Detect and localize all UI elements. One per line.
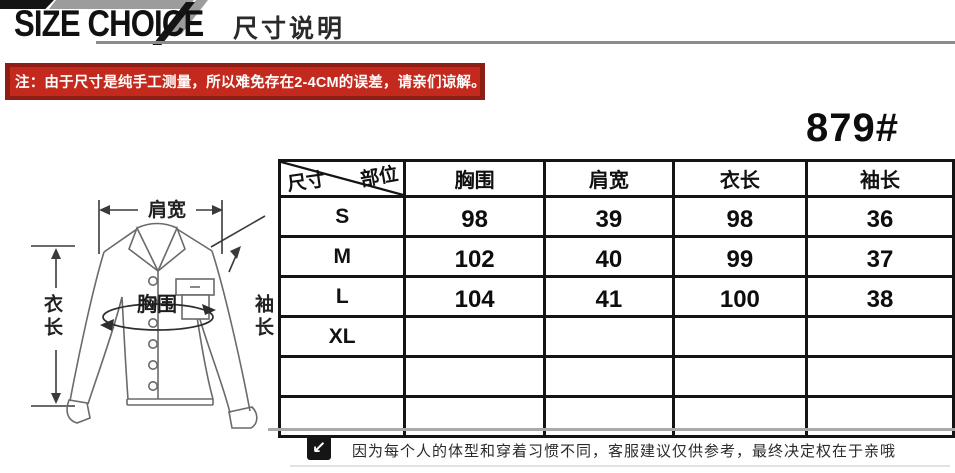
table-bottom-divider [268, 428, 955, 431]
col-header-length: 衣长 [671, 159, 808, 198]
value-cell: 40 [542, 235, 675, 278]
size-cell: XL [277, 315, 407, 358]
page-title-cn: 尺寸说明 [233, 15, 346, 43]
value-cell: 100 [671, 275, 808, 318]
measurement-notice-banner: 注：由于尺寸是纯手工测量，所以难免存在2-4CM的误差，请亲们谅解。 [5, 63, 486, 100]
col-header-shoulder: 肩宽 [542, 159, 675, 198]
jacket-measure-diagram: 肩宽 胸围 衣长 袖长 [25, 148, 287, 438]
value-cell [403, 355, 546, 398]
value-cell: 99 [671, 235, 808, 278]
jacket-outline [66, 222, 258, 429]
corner-label-size: 尺寸 [286, 169, 327, 196]
value-cell [804, 355, 955, 398]
table-row: L 104 41 100 38 [277, 275, 955, 318]
shoulder-width-label: 肩宽 [148, 198, 186, 221]
value-cell [542, 355, 675, 398]
col-header-bust: 胸围 [403, 159, 546, 198]
footer-divider [290, 465, 950, 467]
jacket-illustration: 肩宽 胸围 [31, 198, 266, 429]
corner-diagonal-line [281, 162, 404, 195]
footer-note-text: 因为每个人的体型和穿着习惯不同，客服建议仅供参考，最终决定权在于亲哦 [352, 443, 897, 460]
size-cell [277, 355, 407, 398]
garment-length-label: 衣长 [41, 294, 62, 340]
table-row: M 102 40 99 37 [277, 235, 955, 278]
size-table: 部位 尺寸 胸围 肩宽 衣长 袖长 S 98 39 98 36 M 102 40… [277, 159, 955, 438]
value-cell [542, 315, 675, 358]
measurement-notice-inner: 注：由于尺寸是纯手工测量，所以难免存在2-4CM的误差，请亲们谅解。 [10, 67, 486, 96]
bust-label: 胸围 [137, 292, 177, 316]
col-header-sleeve: 袖长 [804, 159, 955, 198]
table-row: S 98 39 98 36 [277, 195, 955, 238]
size-cell: M [277, 235, 407, 278]
value-cell: 38 [804, 275, 955, 318]
arrow-southwest-icon: ↙ [307, 436, 331, 460]
bust-measure-ellipse [100, 303, 216, 331]
value-cell [671, 315, 808, 358]
value-cell: 39 [542, 195, 675, 238]
value-cell: 102 [403, 235, 546, 278]
value-cell: 98 [671, 195, 808, 238]
ribbon-corner-decoration [0, 0, 54, 9]
size-table-header-row: 部位 尺寸 胸围 肩宽 衣长 袖长 [277, 159, 955, 198]
table-row: XL [277, 315, 955, 358]
value-cell [804, 315, 955, 358]
value-cell: 36 [804, 195, 955, 238]
product-style-number: 879# [806, 106, 899, 150]
value-cell: 37 [804, 235, 955, 278]
measurement-marks [31, 200, 266, 407]
size-cell: L [277, 275, 407, 318]
value-cell [671, 355, 808, 398]
page-title-en: SIZE CHOICE [14, 3, 204, 44]
size-cell: S [277, 195, 407, 238]
value-cell [403, 315, 546, 358]
table-row [277, 355, 955, 398]
measurement-notice-text: 注：由于尺寸是纯手工测量，所以难免存在2-4CM的误差，请亲们谅解。 [15, 75, 486, 91]
value-cell: 41 [542, 275, 675, 318]
sleeve-length-label: 袖长 [252, 294, 273, 340]
size-table-corner-cell: 部位 尺寸 [277, 159, 407, 198]
value-cell: 104 [403, 275, 546, 318]
header-divider [96, 41, 955, 44]
value-cell: 98 [403, 195, 546, 238]
